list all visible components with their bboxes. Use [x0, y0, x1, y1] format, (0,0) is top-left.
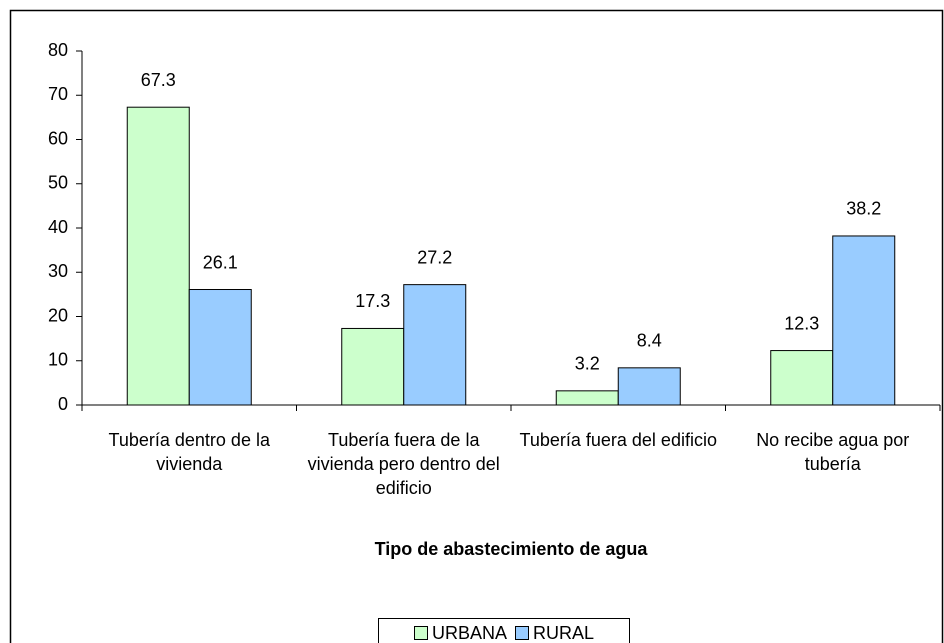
value-label: 38.2	[846, 199, 881, 219]
legend: URBANA RURAL	[378, 618, 630, 643]
bar	[555, 390, 619, 406]
x-tick-label: No recibe agua por tubería	[756, 430, 910, 474]
y-tick-label: 20	[48, 305, 68, 325]
bar	[832, 235, 896, 406]
y-tick-label: 30	[48, 261, 68, 281]
y-tick-label: 0	[58, 394, 68, 414]
frame	[9, 9, 944, 643]
bar	[770, 350, 834, 406]
x-axis-title: Tipo de abastecimiento de agua	[374, 539, 648, 559]
bar	[341, 327, 405, 406]
legend-label: URBANA	[431, 622, 507, 643]
bar	[617, 367, 681, 406]
bar	[188, 289, 252, 406]
legend-label: RURAL	[533, 622, 595, 643]
y-tick-label: 40	[48, 217, 68, 237]
x-tick-label: Tubería fuera del edificio	[519, 430, 717, 450]
legend-swatch	[515, 626, 529, 640]
y-tick-label: 70	[48, 84, 68, 104]
bar	[126, 106, 190, 406]
y-tick-label: 50	[48, 173, 68, 193]
legend-swatch	[413, 626, 428, 640]
value-label: 67.3	[141, 70, 176, 90]
value-label: 26.1	[203, 252, 238, 272]
x-tick-label: Tubería fuera de la vivienda pero dentro…	[307, 430, 500, 498]
value-label: 3.2	[575, 354, 600, 374]
x-tick-label: Tubería dentro de la vivienda	[108, 430, 270, 474]
value-label: 12.3	[784, 313, 819, 333]
value-label: 27.2	[417, 247, 452, 267]
legend-item: URBANA	[413, 622, 507, 643]
legend-item: RURAL	[515, 623, 594, 643]
y-tick-label: 60	[48, 128, 68, 148]
y-tick-label: 80	[48, 40, 68, 60]
bar	[403, 284, 467, 406]
value-label: 17.3	[355, 291, 390, 311]
value-label: 8.4	[637, 331, 662, 351]
y-tick-label: 10	[48, 350, 68, 370]
